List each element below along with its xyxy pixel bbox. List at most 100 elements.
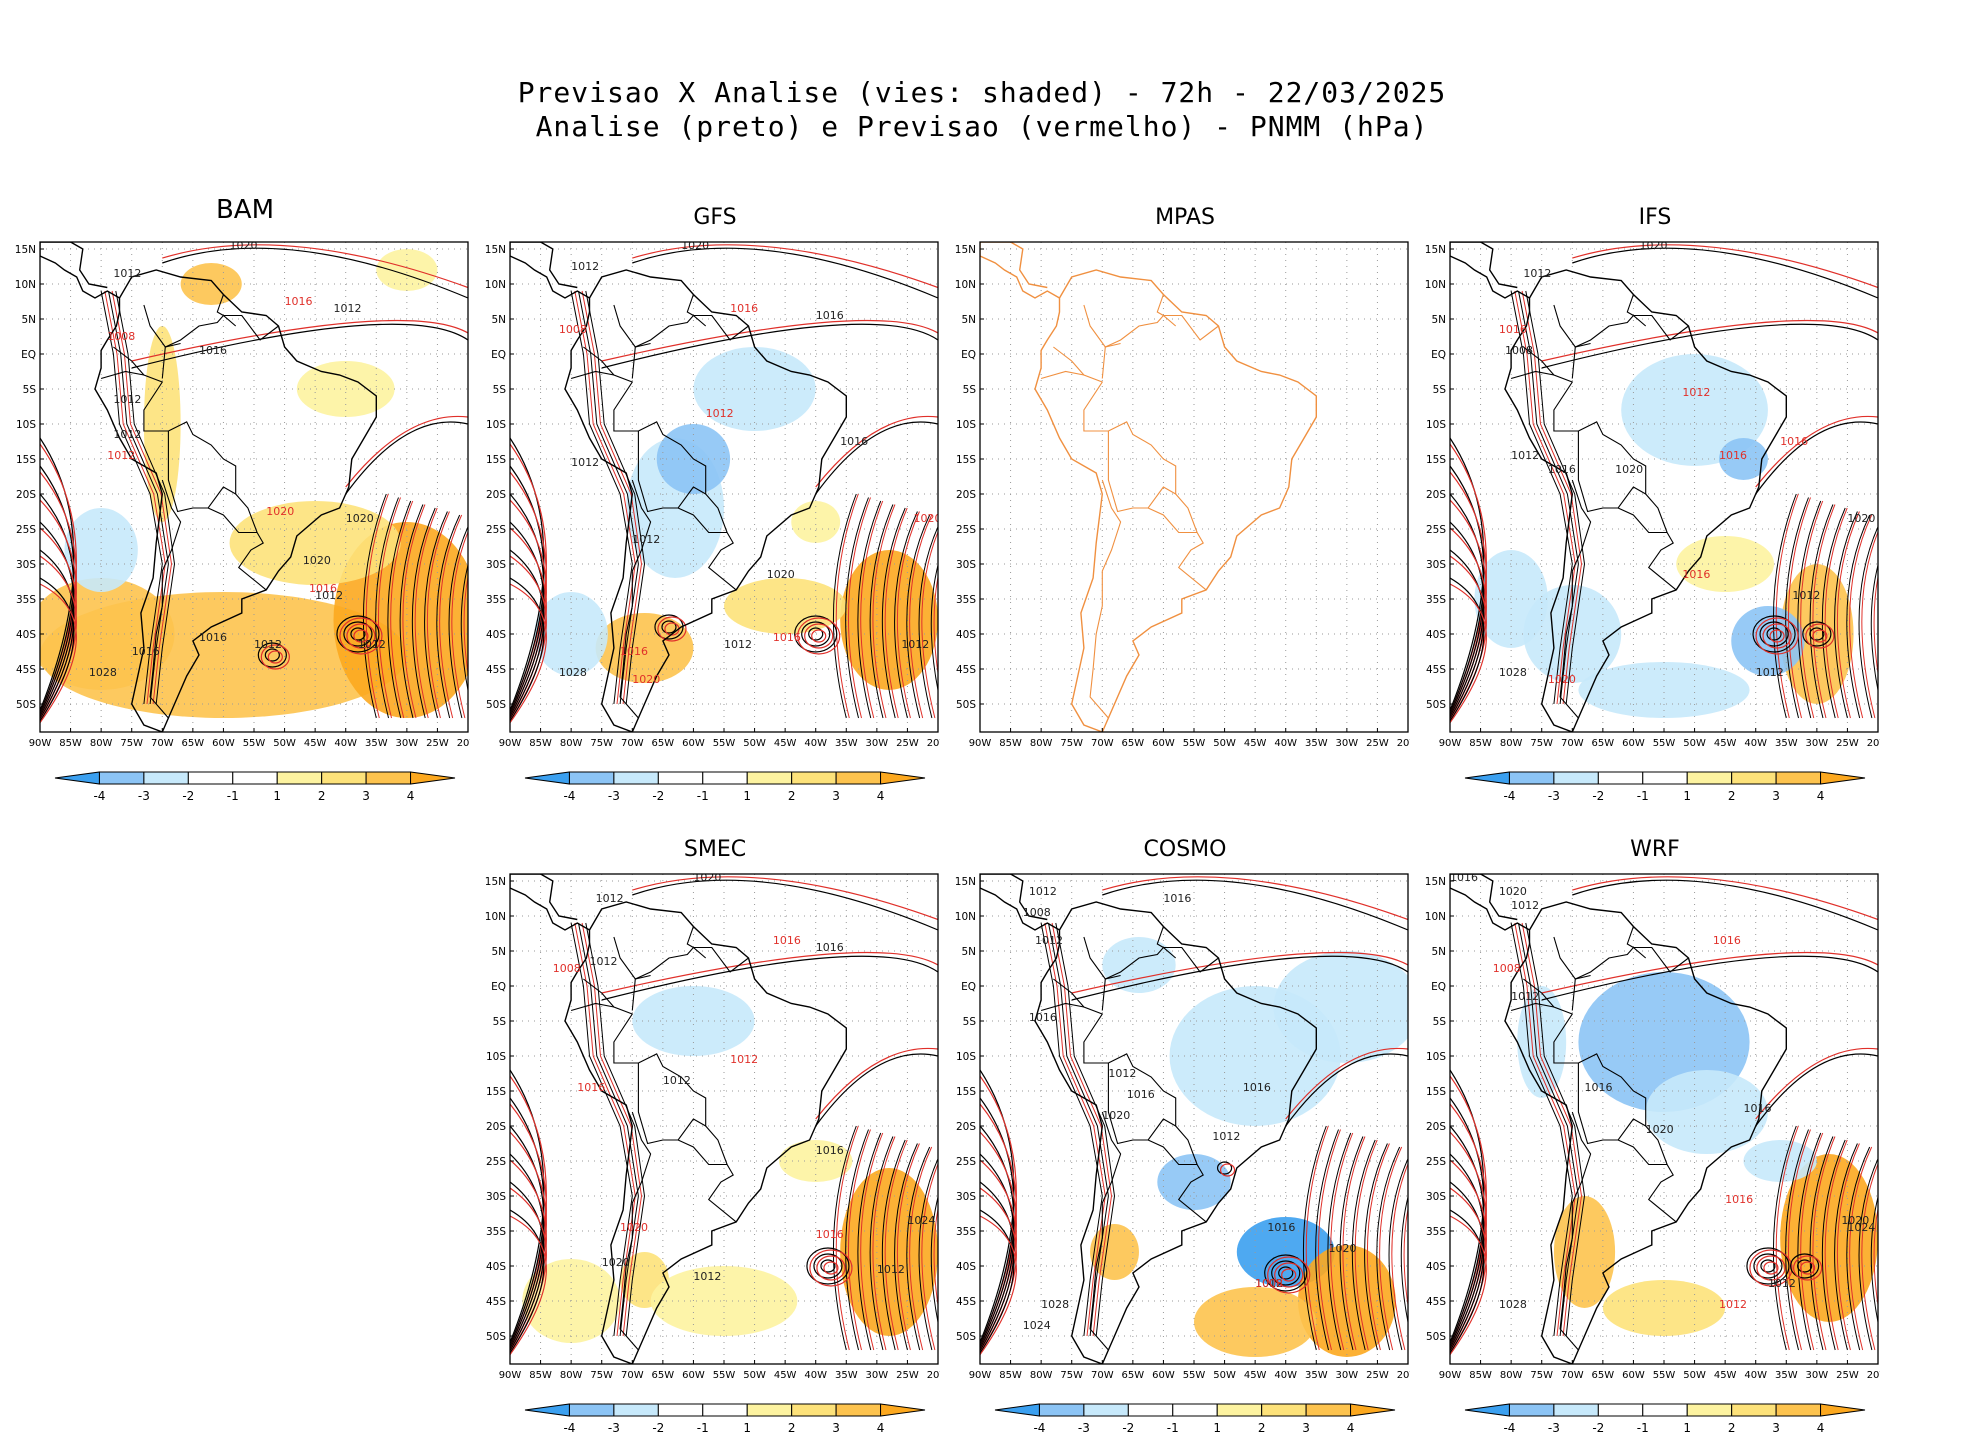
forecast-isobar [1379, 1146, 1403, 1351]
lon-label: 20W [1397, 738, 1410, 749]
lon-label: 40W [1744, 1370, 1767, 1381]
forecast-isobar [1354, 1139, 1378, 1351]
colorbar-label: 3 [832, 1421, 840, 1435]
figure-title-line1: Previsao X Analise (vies: shaded) - 72h … [517, 76, 1447, 109]
forecast-isobar [1521, 290, 1583, 705]
colorbar-label: -4 [1503, 1421, 1515, 1435]
lat-label: 40S [16, 629, 36, 641]
colorbar-swatch [746, 771, 793, 785]
contour-label: 1012 [1719, 1298, 1747, 1311]
contour-label: 1012 [1756, 666, 1784, 679]
coastline [1450, 242, 1530, 299]
lat-label: 35S [1426, 594, 1446, 606]
colorbar-swatch [657, 771, 704, 785]
lat-label: 5S [1433, 384, 1447, 396]
colorbar-swatch [187, 771, 234, 785]
panel-title: SMEC [683, 837, 747, 862]
forecast-isobar [574, 922, 636, 1337]
colorbar-swatch [1820, 771, 1866, 785]
panel-bam: BAM 1020 1012 1016 1012 1008 1016 1012 1012 1012… [0, 190, 470, 800]
forecast-isobar [816, 1255, 846, 1281]
lat-label: 15S [956, 454, 976, 466]
lon-label: 40W [1274, 1370, 1297, 1381]
lon-label: 40W [1744, 738, 1767, 749]
lon-label: 30W [866, 1370, 889, 1381]
forecast-isobar [921, 530, 938, 719]
analysis-isobar [1510, 290, 1573, 705]
forecast-isobar [804, 623, 834, 649]
analysis-isobar [578, 290, 639, 705]
contour-label: 1012 [1682, 386, 1710, 399]
colorbar-label: -2 [1122, 1421, 1134, 1435]
lon-label: 65W [652, 1370, 675, 1381]
colorbar-swatch [1686, 771, 1733, 785]
forecast-isobar [1330, 1132, 1354, 1351]
lon-label: 30W [396, 738, 419, 749]
colorbar-label: 1 [273, 789, 281, 800]
analysis-isobar [1809, 627, 1825, 641]
colorbar-swatch [1350, 1403, 1396, 1417]
bias-shading [632, 986, 755, 1056]
colorbar-label: 1 [1213, 1421, 1221, 1435]
contour-label: 1016 [773, 631, 801, 644]
contour-label: 1016 [730, 302, 758, 315]
contour-label: 1016 [1499, 323, 1527, 336]
analysis-isobar [510, 577, 545, 723]
lon-label: 40W [334, 738, 357, 749]
country-border [1156, 926, 1177, 959]
country-border [631, 314, 749, 379]
lon-label: 65W [652, 738, 675, 749]
forecast-isobar [823, 1261, 839, 1275]
colorbar-label: -1 [1637, 1421, 1649, 1435]
figure-title-line2: Analise (preto) e Previsao (vermelho) - … [535, 110, 1429, 143]
colorbar-label: 3 [1302, 1421, 1310, 1435]
bias-shading [1676, 536, 1775, 592]
colorbar-swatch [1775, 1403, 1822, 1417]
forecast-isobar [426, 511, 450, 719]
contour-label: 1008 [1255, 1277, 1283, 1290]
lat-label: 10S [956, 1051, 976, 1063]
lat-label: 10S [1426, 419, 1446, 431]
lon-label: 90W [969, 738, 992, 749]
forecast-isobar [1366, 1143, 1390, 1351]
bias-shading [779, 1140, 853, 1182]
forecast-isobar [1812, 629, 1828, 643]
bias-shading [1645, 1070, 1768, 1154]
lat-label: 10S [956, 419, 976, 431]
contour-label: 1016 [1127, 1088, 1155, 1101]
lat-label: 35S [956, 1226, 976, 1238]
forecast-isobar [933, 1206, 938, 1308]
contour-label: 1008 [1493, 962, 1521, 975]
lon-label: 85W [529, 1370, 552, 1381]
analysis-isobar [1759, 621, 1789, 647]
colorbar-label: -4 [1033, 1421, 1045, 1435]
analysis-isobar [815, 1053, 938, 1127]
bias-shading [143, 326, 181, 522]
lat-label: 15S [1426, 1086, 1446, 1098]
analysis-isobar [343, 621, 373, 647]
lon-label: 60W [1152, 738, 1175, 749]
lon-label: 90W [969, 1370, 992, 1381]
lon-label: 55W [1653, 1370, 1676, 1381]
lat-label: EQ [1431, 981, 1446, 993]
coastline [1504, 269, 1787, 732]
country-border [149, 479, 182, 719]
lat-label: 40S [956, 1261, 976, 1273]
forecast-isobar [1861, 1162, 1878, 1351]
panel-gfs: GFS 1020 1012 1016 1008 1016 1012 1012 1016 1020… [470, 190, 940, 800]
colorbar-swatch [880, 1403, 926, 1417]
analysis-isobar [1102, 879, 1408, 931]
contour-label: 1016 [132, 645, 160, 658]
lat-label: 25S [486, 524, 506, 536]
analysis-isobar [1302, 1125, 1327, 1351]
forecast-isobar [1793, 1255, 1823, 1281]
analysis-isobar [661, 620, 677, 634]
lat-label: 15S [486, 454, 506, 466]
colorbar-swatch [835, 771, 882, 785]
country-border [100, 370, 145, 380]
coastline [1504, 901, 1787, 1364]
panel-cosmo: COSMO 1012 1016 1008 1012 1016 1012 1016 1020 10… [940, 822, 1410, 1436]
forecast-isobar [581, 290, 643, 705]
forecast-isobar [1403, 1206, 1408, 1308]
lon-label: 65W [182, 738, 205, 749]
